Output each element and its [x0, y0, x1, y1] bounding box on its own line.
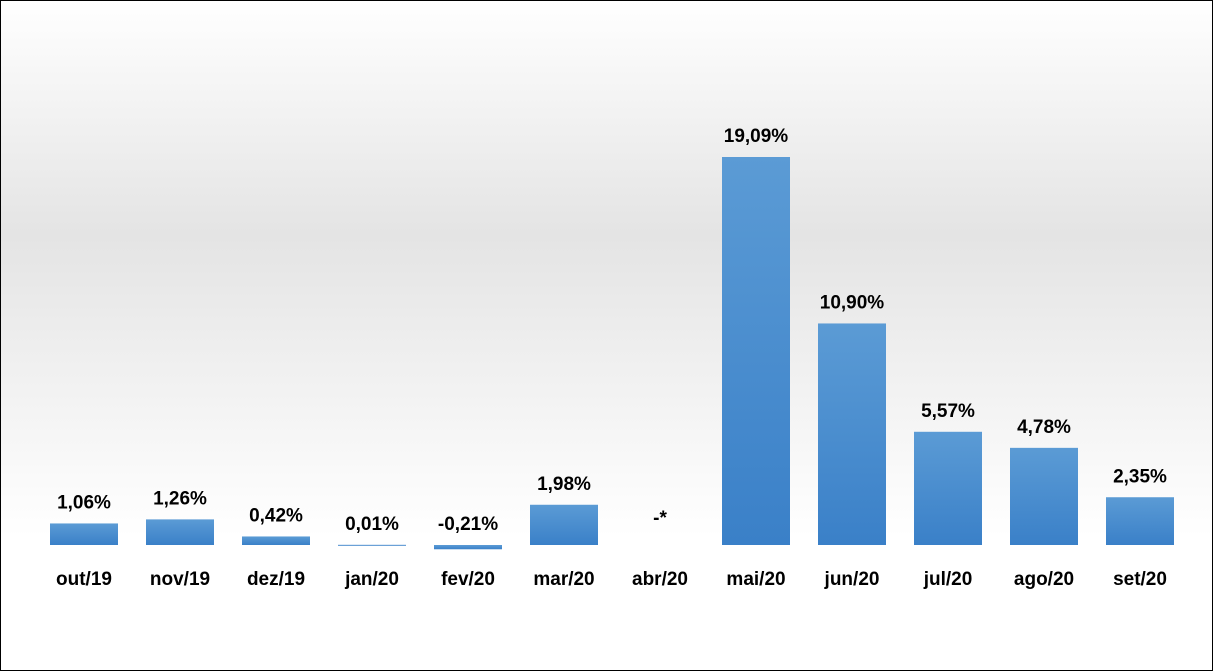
- x-tick-label: jun/20: [824, 569, 880, 590]
- value-label: -*: [653, 508, 667, 529]
- bar: [146, 519, 214, 545]
- bar: [722, 157, 790, 545]
- value-label: 5,57%: [921, 401, 975, 422]
- bar: [914, 431, 982, 545]
- value-label: 1,26%: [153, 488, 207, 509]
- value-label: 1,98%: [537, 474, 591, 495]
- value-label: 4,78%: [1017, 417, 1071, 438]
- value-label: 10,90%: [820, 292, 885, 313]
- bar: [1106, 497, 1174, 545]
- value-label: 2,35%: [1113, 466, 1167, 487]
- value-label: -0,21%: [438, 514, 498, 535]
- x-tick-label: mai/20: [726, 569, 785, 590]
- x-tick-label: mar/20: [533, 569, 594, 590]
- bar: [434, 545, 502, 550]
- x-tick-label: jul/20: [923, 569, 973, 590]
- x-tick-label: ago/20: [1014, 569, 1074, 590]
- x-tick-label: jan/20: [344, 569, 399, 590]
- value-label: 1,06%: [57, 492, 111, 513]
- value-label: 0,01%: [345, 514, 399, 535]
- x-tick-label: dez/19: [247, 569, 305, 590]
- bar: [242, 536, 310, 545]
- x-tick-label: abr/20: [632, 569, 688, 590]
- bar: [338, 544, 406, 546]
- bar: [50, 523, 118, 545]
- x-tick-label: fev/20: [441, 569, 495, 590]
- value-label: 0,42%: [249, 505, 303, 526]
- x-tick-label: nov/19: [150, 569, 210, 590]
- x-tick-label: out/19: [56, 569, 112, 590]
- value-label: 19,09%: [724, 126, 789, 147]
- x-tick-label: set/20: [1113, 569, 1167, 590]
- bar: [818, 323, 886, 545]
- bar: [1010, 447, 1078, 545]
- bar: [530, 504, 598, 545]
